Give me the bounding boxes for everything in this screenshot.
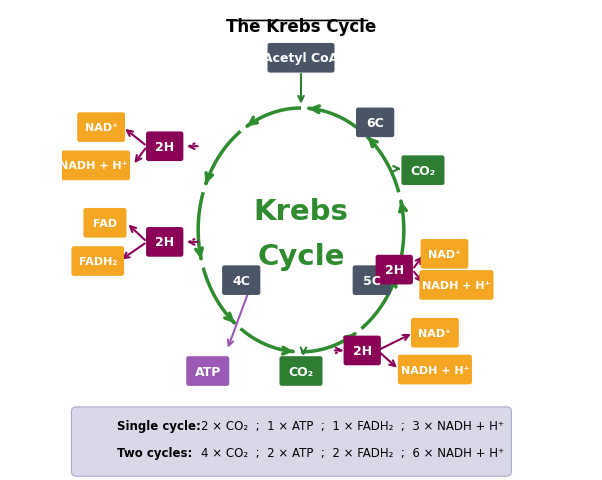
FancyBboxPatch shape bbox=[146, 228, 184, 257]
FancyBboxPatch shape bbox=[279, 357, 323, 386]
Text: 2H: 2H bbox=[155, 141, 174, 154]
Text: Acetyl CoA: Acetyl CoA bbox=[264, 52, 339, 65]
FancyBboxPatch shape bbox=[356, 108, 394, 138]
Text: ATP: ATP bbox=[194, 365, 221, 378]
FancyBboxPatch shape bbox=[146, 132, 184, 162]
Text: NAD⁺: NAD⁺ bbox=[418, 328, 452, 338]
Text: Two cycles:: Two cycles: bbox=[117, 446, 192, 459]
FancyBboxPatch shape bbox=[77, 113, 125, 143]
Text: Cycle: Cycle bbox=[257, 243, 345, 271]
FancyBboxPatch shape bbox=[72, 247, 124, 276]
Text: 5C: 5C bbox=[363, 274, 380, 287]
FancyBboxPatch shape bbox=[398, 355, 472, 384]
FancyBboxPatch shape bbox=[72, 407, 512, 476]
Text: 2 × CO₂  ;  1 × ATP  ;  1 × FADH₂  ;  3 × NADH + H⁺: 2 × CO₂ ; 1 × ATP ; 1 × FADH₂ ; 3 × NADH… bbox=[200, 419, 504, 432]
Text: FAD: FAD bbox=[93, 218, 117, 228]
Text: 6C: 6C bbox=[366, 117, 384, 130]
FancyBboxPatch shape bbox=[402, 156, 444, 186]
Text: 2H: 2H bbox=[353, 344, 372, 357]
FancyBboxPatch shape bbox=[376, 255, 413, 285]
FancyBboxPatch shape bbox=[222, 266, 260, 295]
Text: CO₂: CO₂ bbox=[288, 365, 314, 378]
Text: NADH + H⁺: NADH + H⁺ bbox=[401, 365, 469, 375]
Text: Krebs: Krebs bbox=[253, 197, 349, 225]
Text: CO₂: CO₂ bbox=[411, 164, 435, 177]
FancyBboxPatch shape bbox=[353, 266, 391, 295]
FancyBboxPatch shape bbox=[267, 44, 335, 73]
Text: 4C: 4C bbox=[232, 274, 250, 287]
FancyBboxPatch shape bbox=[420, 271, 494, 300]
Text: Single cycle:: Single cycle: bbox=[117, 419, 200, 432]
Text: The Krebs Cycle: The Krebs Cycle bbox=[226, 18, 376, 36]
Text: 2H: 2H bbox=[155, 236, 174, 249]
FancyBboxPatch shape bbox=[421, 240, 468, 269]
FancyBboxPatch shape bbox=[56, 151, 130, 181]
FancyBboxPatch shape bbox=[186, 357, 229, 386]
Text: NAD⁺: NAD⁺ bbox=[428, 249, 461, 259]
FancyBboxPatch shape bbox=[411, 318, 459, 348]
Text: FADH₂: FADH₂ bbox=[79, 256, 117, 266]
FancyBboxPatch shape bbox=[344, 336, 381, 365]
Text: 2H: 2H bbox=[385, 264, 404, 276]
Text: NAD⁺: NAD⁺ bbox=[85, 123, 117, 133]
Text: NADH + H⁺: NADH + H⁺ bbox=[59, 161, 127, 171]
Text: NADH + H⁺: NADH + H⁺ bbox=[422, 280, 491, 290]
FancyBboxPatch shape bbox=[84, 208, 126, 238]
Text: 4 × CO₂  ;  2 × ATP  ;  2 × FADH₂  ;  6 × NADH + H⁺: 4 × CO₂ ; 2 × ATP ; 2 × FADH₂ ; 6 × NADH… bbox=[200, 446, 504, 459]
